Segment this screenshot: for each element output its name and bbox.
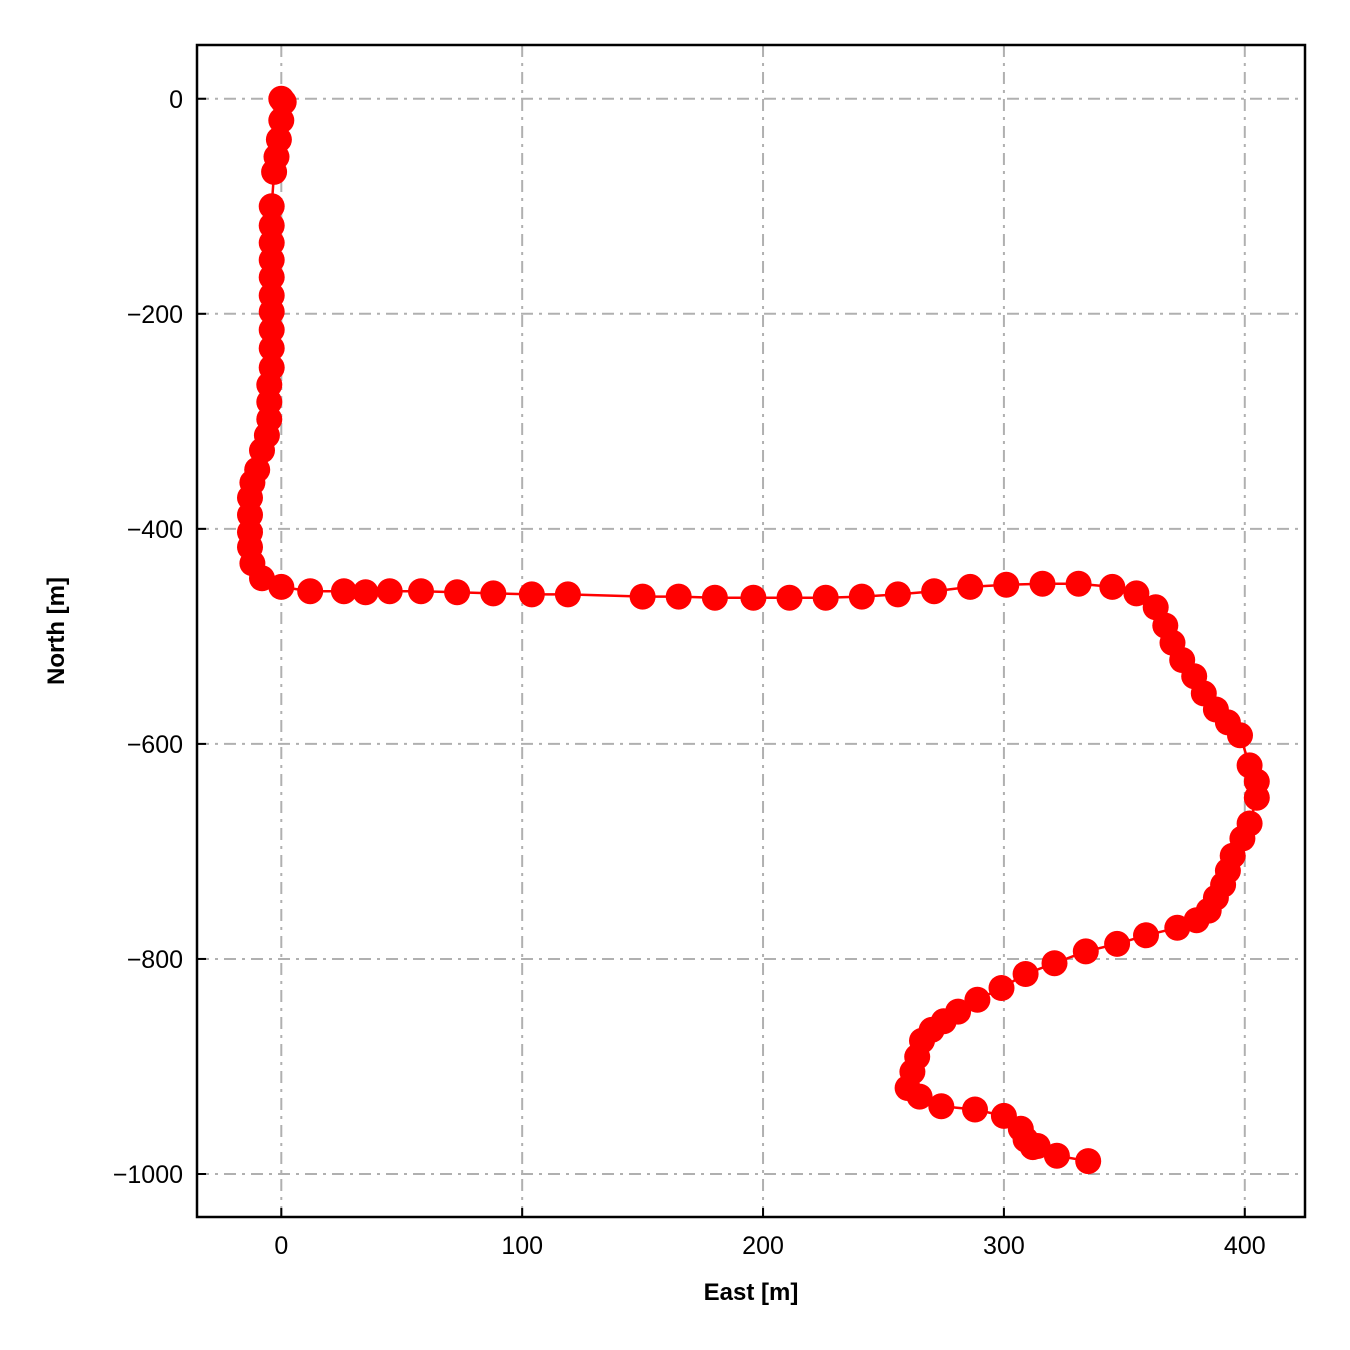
trajectory-point [957,573,984,600]
trajectory-point [1072,938,1099,965]
y-tick-label: −600 [127,731,183,759]
trajectory-point [261,158,288,185]
trajectory-point [629,583,656,610]
trajectory-point [993,571,1020,598]
x-axis-label: East [m] [704,1279,799,1306]
trajectory-point [268,107,295,134]
trajectory-point [1104,930,1131,957]
trajectory-point [258,316,285,343]
trajectory-point [1029,570,1056,597]
trajectory-point [297,578,324,605]
trajectory-point [740,584,767,611]
trajectory-point [480,580,507,607]
y-tick-label: 0 [169,86,183,114]
trajectory-point [330,578,357,605]
trajectory-point [444,579,471,606]
trajectory-point [1065,570,1092,597]
trajectory-point [964,986,991,1013]
trajectory-point [962,1096,988,1123]
trajectory-point [906,1083,933,1110]
y-axis-label: North [m] [43,577,70,685]
y-tick-label: −400 [127,516,183,544]
tick-labels: 0 100 200 300 400 0 −200 −400 −600 −800 −1000 [113,86,1266,1260]
trajectory-point [776,584,803,611]
x-tick-label: 0 [274,1232,288,1260]
trajectory-point [408,578,434,605]
trajectory-point [1133,922,1159,949]
trajectory-point [812,584,839,611]
y-tick-label: −800 [127,946,183,974]
y-tick-label: −200 [127,301,183,329]
trajectory-point [518,581,545,608]
trajectory-point [268,573,295,600]
x-tick-label: 400 [1224,1232,1266,1260]
trajectory-point [884,581,911,608]
trajectory-point [1075,1148,1102,1175]
trajectory-point [1041,950,1068,977]
trajectory-point [1164,914,1191,941]
trajectory-point [1123,580,1150,607]
trajectory-point [848,583,875,610]
trajectory-point [988,975,1015,1001]
trajectory-point [258,264,285,291]
trajectory-point [258,335,285,362]
trajectory-point [1012,961,1039,987]
grid [197,45,1305,1217]
trajectory-point [554,581,581,608]
trajectory-point [928,1093,955,1120]
trajectory-point [258,298,285,325]
trajectory-point [1099,573,1126,600]
trajectory-point [1227,722,1253,749]
trajectory-point [352,579,379,606]
trajectory-point [1243,784,1270,811]
trajectory-point [376,578,403,605]
trajectory-series [237,85,1270,1175]
y-tick-label: −1000 [113,1161,183,1189]
trajectory-point [258,193,285,220]
x-tick-label: 100 [501,1232,543,1260]
trajectory-point [1024,1133,1051,1159]
plot-frame [195,43,1307,1219]
trajectory-point [1043,1142,1070,1169]
axis-ticks [197,97,1246,1217]
x-tick-label: 300 [983,1232,1025,1260]
trajectory-point [701,584,728,611]
x-tick-label: 200 [742,1232,784,1260]
trajectory-point [665,583,692,610]
trajectory-point [921,578,948,605]
